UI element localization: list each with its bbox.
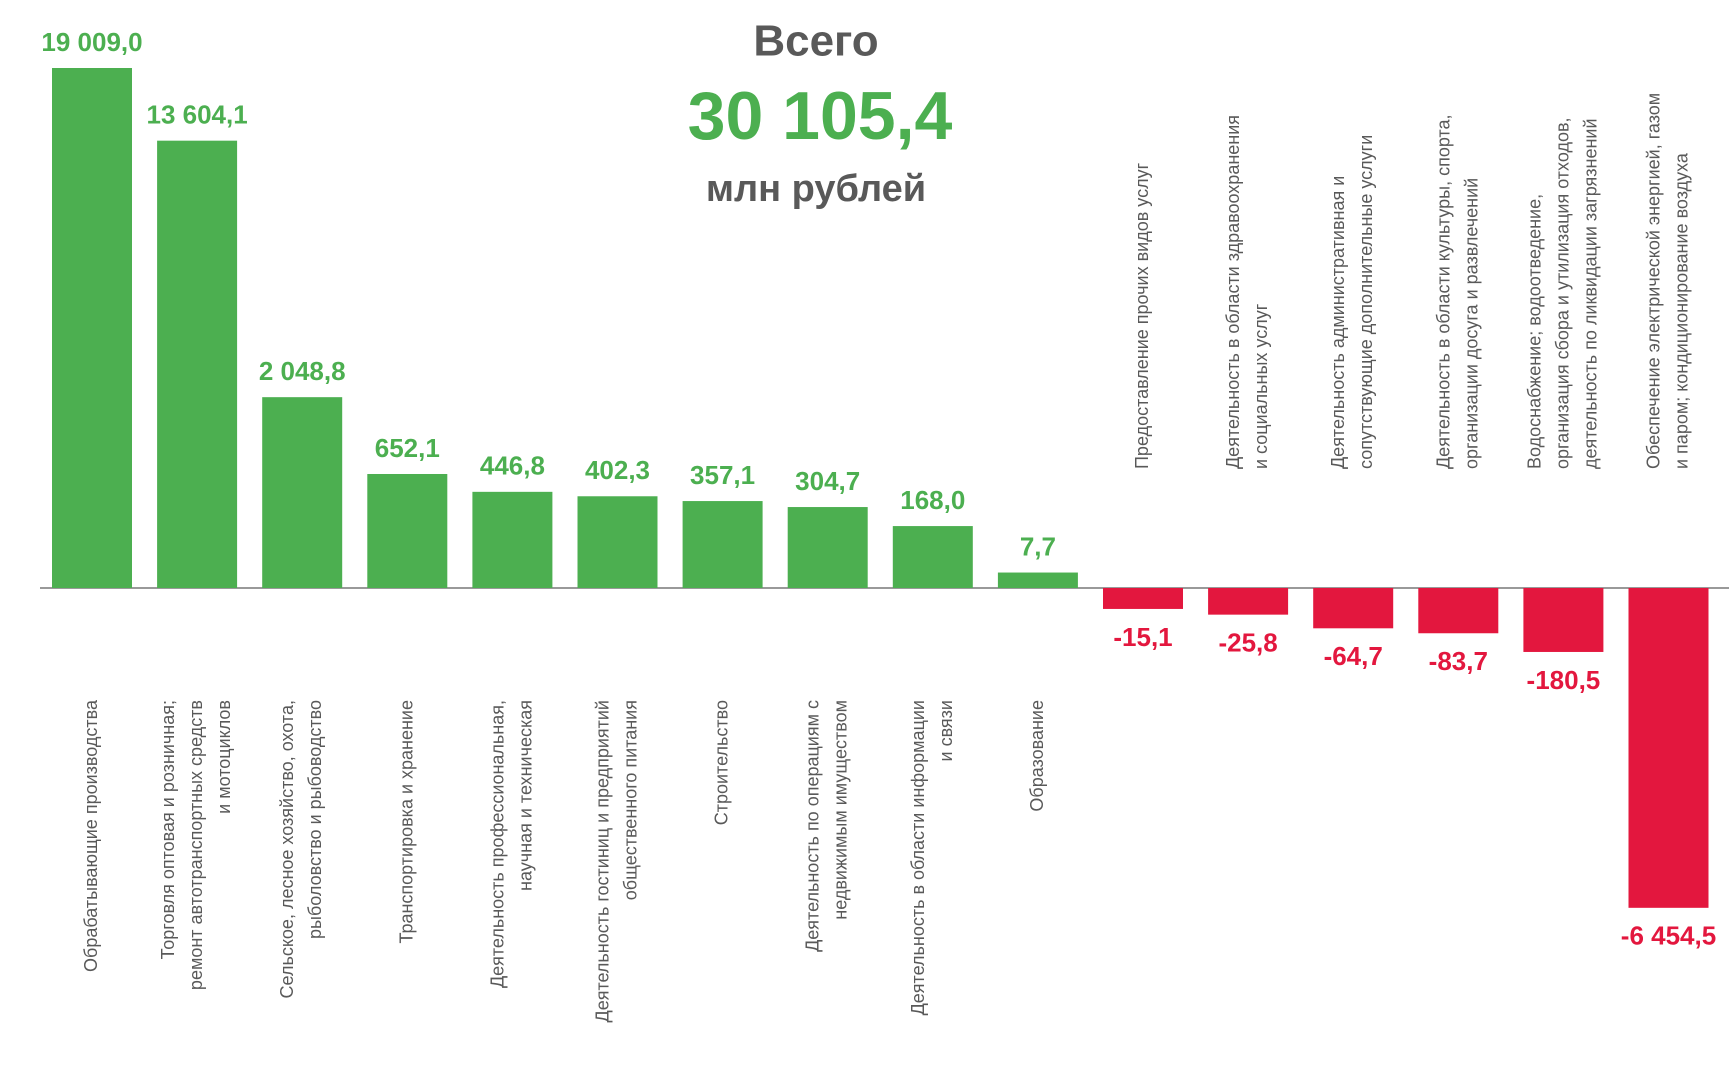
category-line: и мотоциклов <box>214 700 234 814</box>
bar <box>262 397 342 588</box>
value-label: -180,5 <box>1527 665 1601 695</box>
category-label: Предоставление прочих видов услуг <box>1132 162 1152 469</box>
value-label: -64,7 <box>1324 641 1383 671</box>
value-label: 446,8 <box>480 451 545 481</box>
category-label: Деятельность по операциям с недвижимым им… <box>802 700 850 952</box>
category-line: общественного питания <box>620 700 640 900</box>
bar <box>1629 588 1709 908</box>
category-label: Обрабатывающие производства <box>81 699 101 972</box>
bar <box>52 68 132 588</box>
category-line: Торговля оптовая и розничная; <box>158 700 178 959</box>
category-line: и связи <box>936 700 956 761</box>
category-line: Образование <box>1027 700 1047 812</box>
category-label: Образование <box>1027 700 1047 812</box>
category-label: Деятельность в области здравоохранения и … <box>1223 115 1271 469</box>
category-label: Транспортировка и хранение <box>396 700 416 944</box>
value-label: 2 048,8 <box>259 356 346 386</box>
total: 30 105,4 <box>688 78 953 154</box>
chart: Всего 30 105,4 млн рублей 19 009,0 Обраба… <box>0 0 1729 1083</box>
bar <box>788 507 868 588</box>
value-label: 7,7 <box>1020 531 1056 561</box>
category-line: научная и техническая <box>515 700 535 891</box>
category-line: Деятельность в области информации <box>908 700 928 1015</box>
category-label: Деятельность в области информации и связи <box>908 700 956 1015</box>
category-line: организации досуга и развлечений <box>1461 178 1481 469</box>
value-label: -6 454,5 <box>1621 921 1716 951</box>
value-label: 402,3 <box>585 455 650 485</box>
category-line: недвижимым имуществом <box>830 700 850 920</box>
bar <box>578 496 658 588</box>
category-line: ремонт автотранспортных средств <box>186 700 206 990</box>
category-line: Обеспечение электрической энергией, газо… <box>1643 93 1663 469</box>
category-label: Водоснабжение; водоотведение, организация… <box>1524 117 1600 469</box>
bar <box>893 526 973 588</box>
category-line: деятельность по ликвидации загрязнений <box>1580 118 1600 469</box>
value-label: -15,1 <box>1113 622 1172 652</box>
value-label: 13 604,1 <box>146 100 247 130</box>
bar <box>1418 588 1498 633</box>
bar <box>367 474 447 588</box>
value-label: -25,8 <box>1218 628 1277 658</box>
category-line: Транспортировка и хранение <box>396 700 416 944</box>
bar <box>472 492 552 588</box>
category-line: Деятельность по операциям с <box>802 700 822 952</box>
value-label: 168,0 <box>900 485 965 515</box>
category-line: сопутствующие дополнительные услуги <box>1356 135 1376 469</box>
category-label: Торговля оптовая и розничная; ремонт авто… <box>158 700 234 990</box>
category-line: Обрабатывающие производства <box>81 699 101 972</box>
category-line: организация сбора и утилизация отходов, <box>1552 117 1572 469</box>
category-line: Водоснабжение; водоотведение, <box>1524 194 1544 469</box>
bar <box>157 141 237 588</box>
value-label: 652,1 <box>375 433 440 463</box>
chart-title: Всего <box>753 17 878 66</box>
category-line: рыболовство и рыбоводство <box>305 700 325 939</box>
category-line: и паром; кондиционирование воздуха <box>1671 152 1691 469</box>
bar <box>1208 588 1288 615</box>
category-line: и социальных услуг <box>1251 303 1271 469</box>
category-label: Деятельность профессиональная, научная и … <box>487 700 535 988</box>
unit: млн рублей <box>706 168 926 210</box>
category-line: Предоставление прочих видов услуг <box>1132 162 1152 469</box>
bar <box>1313 588 1393 628</box>
category-label: Сельское, лесное хозяйство, охота, рыболо… <box>277 700 325 998</box>
value-label: 19 009,0 <box>41 27 142 57</box>
bar <box>1103 588 1183 609</box>
category-line: Деятельность профессиональная, <box>487 700 507 988</box>
bar <box>683 501 763 588</box>
category-line: Строительство <box>711 700 731 825</box>
value-label: 357,1 <box>690 460 755 490</box>
category-label: Обеспечение электрической энергией, газо… <box>1643 93 1691 469</box>
value-label: -83,7 <box>1429 646 1488 676</box>
category-line: Деятельность гостиниц и предприятий <box>592 700 612 1023</box>
category-label: Деятельность в области культуры, спорта,… <box>1433 114 1481 469</box>
bar <box>998 573 1078 588</box>
category-label: Деятельность гостиниц и предприятий общес… <box>592 700 640 1023</box>
value-label: 304,7 <box>795 466 860 496</box>
bar <box>1523 588 1603 652</box>
category-line: Деятельность в области здравоохранения <box>1223 115 1243 469</box>
category-line: Деятельность в области культуры, спорта, <box>1433 114 1453 469</box>
category-line: Сельское, лесное хозяйство, охота, <box>277 700 297 998</box>
category-label: Деятельность административная и сопутству… <box>1328 135 1376 469</box>
category-line: Деятельность административная и <box>1328 176 1348 469</box>
category-label: Строительство <box>711 700 731 825</box>
